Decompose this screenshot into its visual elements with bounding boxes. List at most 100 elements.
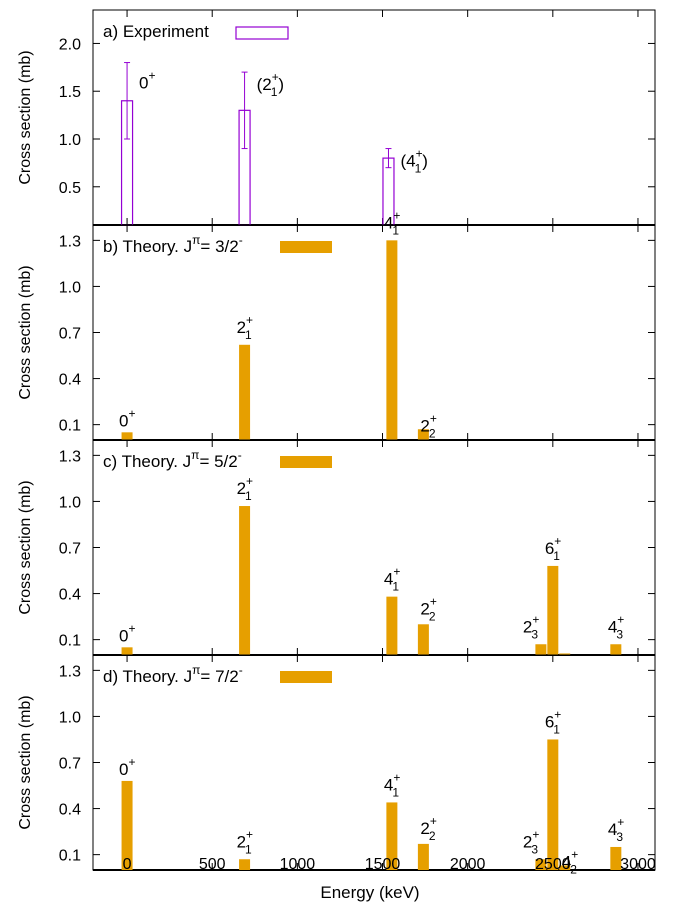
- bar: [535, 644, 547, 655]
- bar-label: 4+ 1: [384, 770, 400, 799]
- x-tick-label: 0: [123, 856, 132, 873]
- bar-label-text: 2: [237, 832, 246, 851]
- bar-label-parity: +: [430, 814, 437, 828]
- bar: [610, 846, 622, 870]
- y-tick-label: 1.5: [59, 84, 81, 101]
- bar-label-subscript: 1: [553, 549, 560, 563]
- panel-label-text: c) Theory. J: [103, 452, 191, 471]
- bar: [386, 802, 398, 870]
- bar-label-text: 4: [562, 852, 571, 871]
- bar-label-parity: +: [149, 69, 156, 83]
- bar: [547, 739, 559, 870]
- x-tick-label: 1500: [365, 856, 401, 873]
- chart-panels: 0.5 1.0 1.5 2.0 Cross section (mb) a) Experim…: [17, 9, 656, 876]
- x-axis: 0 500 1000 1500 2000 2500 3000 Energy (keV): [123, 856, 656, 902]
- bar-label-parity: +: [430, 594, 437, 608]
- bar-label: 2+ 1: [237, 313, 253, 342]
- bar-label-parity: +: [129, 755, 136, 769]
- panel-label-text: b) Theory. J: [103, 237, 192, 256]
- bar-label-subscript: 1: [553, 722, 560, 736]
- bar-label: 4+ 3: [608, 815, 624, 844]
- bar-label-text: 6: [545, 712, 554, 731]
- y-tick-label: 0.7: [59, 326, 81, 343]
- bar-label-text: 6: [545, 539, 554, 558]
- bar-label-subscript: 3: [616, 830, 623, 844]
- bar-label-text: (4: [400, 152, 415, 171]
- bar-label-parity: +: [532, 827, 539, 841]
- bar-label-text: 2: [237, 479, 246, 498]
- bar-label-subscript: 3: [531, 627, 538, 641]
- panel-label-text: = 3/2: [200, 237, 238, 256]
- y-tick-label: 1.3: [59, 233, 81, 250]
- x-tick-label: 2000: [450, 856, 486, 873]
- bar-label-parity: +: [246, 313, 253, 327]
- y-tick-label: 1.3: [59, 448, 81, 465]
- bar-label-text: 2: [523, 617, 532, 636]
- panel-label-superscript: π: [192, 233, 200, 247]
- bar: [535, 859, 547, 870]
- bar-label-text: 2: [523, 832, 532, 851]
- bar-label-text: 0: [139, 74, 148, 93]
- y-tick-label: 0.4: [59, 372, 81, 389]
- bar-label-parity: +: [532, 612, 539, 626]
- bar-label-parity: +: [571, 847, 578, 861]
- legend-swatch: [280, 671, 332, 683]
- y-tick-label: 0.7: [59, 756, 81, 773]
- x-tick-label: 500: [199, 856, 226, 873]
- bar-label-subscript: 2: [429, 609, 436, 623]
- bar-label: 2+ 1: [237, 827, 253, 856]
- y-axis-label: Cross section (mb): [17, 50, 34, 184]
- bar-label-text: 0: [119, 411, 128, 430]
- panel-label-superscript: -: [239, 233, 243, 247]
- bar-label-text: 2: [420, 819, 429, 838]
- y-axis-label: Cross section (mb): [17, 265, 34, 399]
- bar-label-parity: +: [617, 612, 624, 626]
- x-tick-labels: 0 500 1000 1500 2000 2500 3000: [123, 856, 656, 873]
- y-tick-label: 1.0: [59, 279, 81, 296]
- bar-label-subscript: 3: [616, 627, 623, 641]
- y-axis-label: Cross section (mb): [17, 695, 34, 829]
- bar: [417, 429, 429, 440]
- panel-label-text: = 5/2: [199, 452, 237, 471]
- bar-label-parity: +: [246, 827, 253, 841]
- y-tick-label: 0.1: [59, 848, 81, 865]
- y-tick-label: 1.0: [59, 709, 81, 726]
- bar-label: 0+: [119, 621, 135, 645]
- y-tick-label: 0.1: [59, 633, 81, 650]
- bar-label-text: 4: [384, 213, 393, 232]
- legend-swatch: [235, 26, 289, 40]
- bar-label: 2+ 3: [523, 827, 539, 856]
- bar-label: 6+ 1: [545, 534, 561, 563]
- bar-label: 2+ 1: [237, 474, 253, 503]
- bar-label-text: 4: [608, 617, 617, 636]
- bar-label: (4+ 1): [400, 147, 428, 176]
- bar-label-parity: +: [246, 474, 253, 488]
- panel-label: a) Experiment: [103, 22, 209, 41]
- bar-label-subscript: 1: [392, 785, 399, 799]
- bar-label: (2+ 1): [257, 70, 285, 99]
- bar-label-subscript: 3: [531, 842, 538, 856]
- panel-label-text: = 7/2: [200, 667, 238, 686]
- panel-label-superscript: -: [239, 663, 243, 677]
- panel-b: 0.1 0.4 0.7 1.0 1.3 Cross section (mb) b) Theo…: [17, 208, 656, 441]
- panel-label-superscript: π: [192, 663, 200, 677]
- panel-label-text: d) Theory. J: [103, 667, 192, 686]
- bar-label-paren: ): [278, 75, 284, 94]
- bar-label-subscript: 2: [429, 426, 436, 440]
- y-tick-label: 1.3: [59, 663, 81, 680]
- bar: [239, 344, 251, 440]
- bar-label: 2+ 2: [420, 814, 436, 843]
- panel-label: d) Theory. Jπ= 7/2-: [103, 663, 243, 686]
- panel-frame: [92, 9, 656, 226]
- bar-label-parity: +: [393, 770, 400, 784]
- bar-label: 0+: [139, 69, 155, 93]
- bar-label-text: 4: [384, 775, 393, 794]
- bar-label-paren: ): [422, 152, 428, 171]
- bar-label: 2+ 2: [420, 411, 436, 440]
- bar-label-parity: +: [416, 147, 423, 161]
- bar: [559, 865, 571, 870]
- panel-frame: [92, 654, 656, 871]
- bar-label-subscript: 1: [415, 162, 422, 176]
- bar: [610, 644, 622, 655]
